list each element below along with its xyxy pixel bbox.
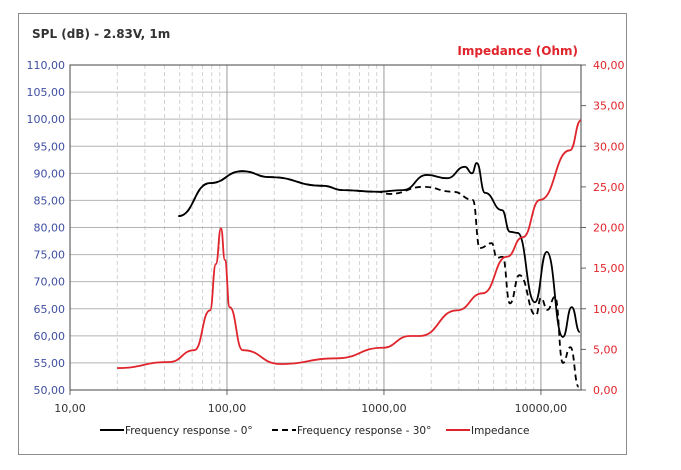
y-tick-label: 65,00 [34,303,66,316]
y-tick-label: 85,00 [34,194,66,207]
series-line-0 [178,162,581,338]
series-line-1 [178,170,580,388]
right-axis-title: Impedance (Ohm) [457,44,578,58]
x-tick-label: 100,00 [208,402,247,415]
y-right-tick-label: 35,00 [593,100,625,113]
y-tick-label: 50,00 [34,384,66,397]
legend-label: Frequency response - 30° [297,425,431,437]
y-right-tick-label: 30,00 [593,140,625,153]
legend-label: Impedance [471,425,529,437]
y-right-tick-label: 40,00 [593,59,625,72]
chart-frame [18,13,627,455]
x-tick-label: 1000,00 [361,402,407,415]
y-right-tick-label: 15,00 [593,262,625,275]
legend-label: Frequency response - 0° [125,425,253,437]
y-right-tick-label: 0,00 [593,384,618,397]
y-tick-label: 70,00 [34,276,66,289]
y-tick-label: 100,00 [27,113,66,126]
y-right-tick-label: 5,00 [593,343,618,356]
y-tick-label: 75,00 [34,249,66,262]
plot-area [69,64,582,391]
y-tick-label: 55,00 [34,357,66,370]
y-tick-label: 60,00 [34,330,66,343]
y-tick-label: 110,00 [27,59,66,72]
x-tick-label: 10000,00 [515,402,568,415]
x-tick-label: 10,00 [54,402,86,415]
y-right-tick-label: 25,00 [593,181,625,194]
y-tick-label: 90,00 [34,167,66,180]
y-tick-label: 105,00 [27,86,66,99]
y-right-tick-label: 10,00 [593,303,625,316]
y-tick-label: 80,00 [34,222,66,235]
y-right-tick-label: 20,00 [593,222,625,235]
y-tick-label: 95,00 [34,140,66,153]
series-line-2 [117,119,582,369]
chart-title: SPL (dB) - 2.83V, 1m [32,27,170,41]
